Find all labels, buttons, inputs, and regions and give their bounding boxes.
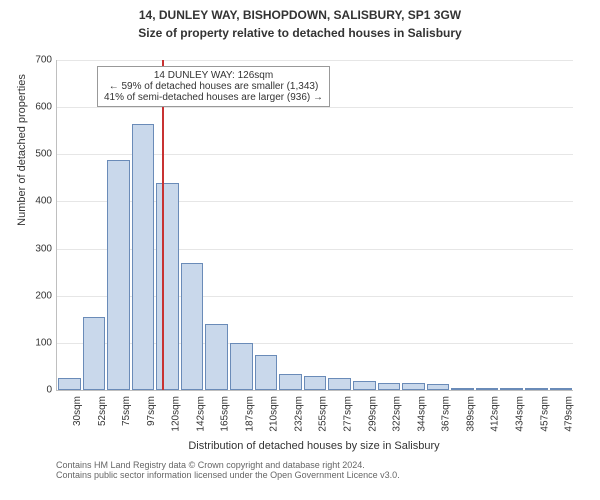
x-tick-label: 344sqm [416, 396, 427, 432]
x-tick-label: 210sqm [269, 396, 280, 432]
y-axis-label: Number of detached properties [16, 0, 28, 315]
chart-container: 14, DUNLEY WAY, BISHOPDOWN, SALISBURY, S… [0, 0, 600, 500]
attribution-line-2: Contains public sector information licen… [56, 470, 400, 480]
attribution: Contains HM Land Registry data © Crown c… [56, 460, 400, 480]
x-tick-label: 299sqm [367, 396, 378, 432]
histogram-bar [230, 343, 253, 390]
marker-line [162, 60, 164, 390]
bars-group [57, 60, 573, 390]
histogram-bar [427, 384, 450, 390]
info-box: 14 DUNLEY WAY: 126sqm ← 59% of detached … [97, 66, 330, 107]
x-tick-label: 75sqm [121, 396, 132, 426]
histogram-bar [378, 383, 401, 390]
histogram-bar [205, 324, 228, 390]
plot-area: 14 DUNLEY WAY: 126sqm ← 59% of detached … [56, 60, 573, 391]
attribution-line-1: Contains HM Land Registry data © Crown c… [56, 460, 400, 470]
x-tick-label: 434sqm [515, 396, 526, 432]
x-tick-label: 120sqm [171, 396, 182, 432]
x-tick-label: 389sqm [465, 396, 476, 432]
x-axis-label: Distribution of detached houses by size … [56, 440, 572, 452]
x-tick-label: 165sqm [220, 396, 231, 432]
x-tick-label: 412sqm [490, 396, 501, 432]
title-line-2: Size of property relative to detached ho… [0, 26, 600, 40]
histogram-bar [402, 383, 425, 390]
histogram-bar [304, 376, 327, 390]
x-tick-label: 187sqm [244, 396, 255, 432]
histogram-bar [83, 317, 106, 390]
x-tick-label: 367sqm [441, 396, 452, 432]
x-tick-label: 479sqm [564, 396, 575, 432]
histogram-bar [476, 388, 499, 390]
histogram-bar [279, 374, 302, 391]
x-tick-label: 30sqm [72, 396, 83, 426]
x-tick-label: 457sqm [539, 396, 550, 432]
histogram-bar [451, 388, 474, 390]
x-tick-label: 97sqm [146, 396, 157, 426]
histogram-bar [181, 263, 204, 390]
histogram-bar [107, 160, 130, 390]
histogram-bar [550, 388, 573, 390]
histogram-bar [156, 183, 179, 390]
x-tick-label: 277sqm [343, 396, 354, 432]
x-tick-label: 322sqm [392, 396, 403, 432]
y-tick-label: 100 [20, 337, 52, 348]
histogram-bar [525, 388, 548, 390]
histogram-bar [328, 378, 351, 390]
x-tick-label: 52sqm [97, 396, 108, 426]
info-line-2: ← 59% of detached houses are smaller (1,… [104, 81, 323, 92]
info-line-3: 41% of semi-detached houses are larger (… [104, 92, 323, 103]
x-tick-label: 142sqm [195, 396, 206, 432]
histogram-bar [353, 381, 376, 390]
x-tick-label: 232sqm [293, 396, 304, 432]
y-tick-label: 0 [20, 385, 52, 396]
x-tick-label: 255sqm [318, 396, 329, 432]
info-line-1: 14 DUNLEY WAY: 126sqm [104, 70, 323, 81]
histogram-bar [255, 355, 278, 390]
title-line-1: 14, DUNLEY WAY, BISHOPDOWN, SALISBURY, S… [0, 8, 600, 22]
histogram-bar [500, 388, 523, 390]
histogram-bar [58, 378, 81, 390]
histogram-bar [132, 124, 155, 390]
